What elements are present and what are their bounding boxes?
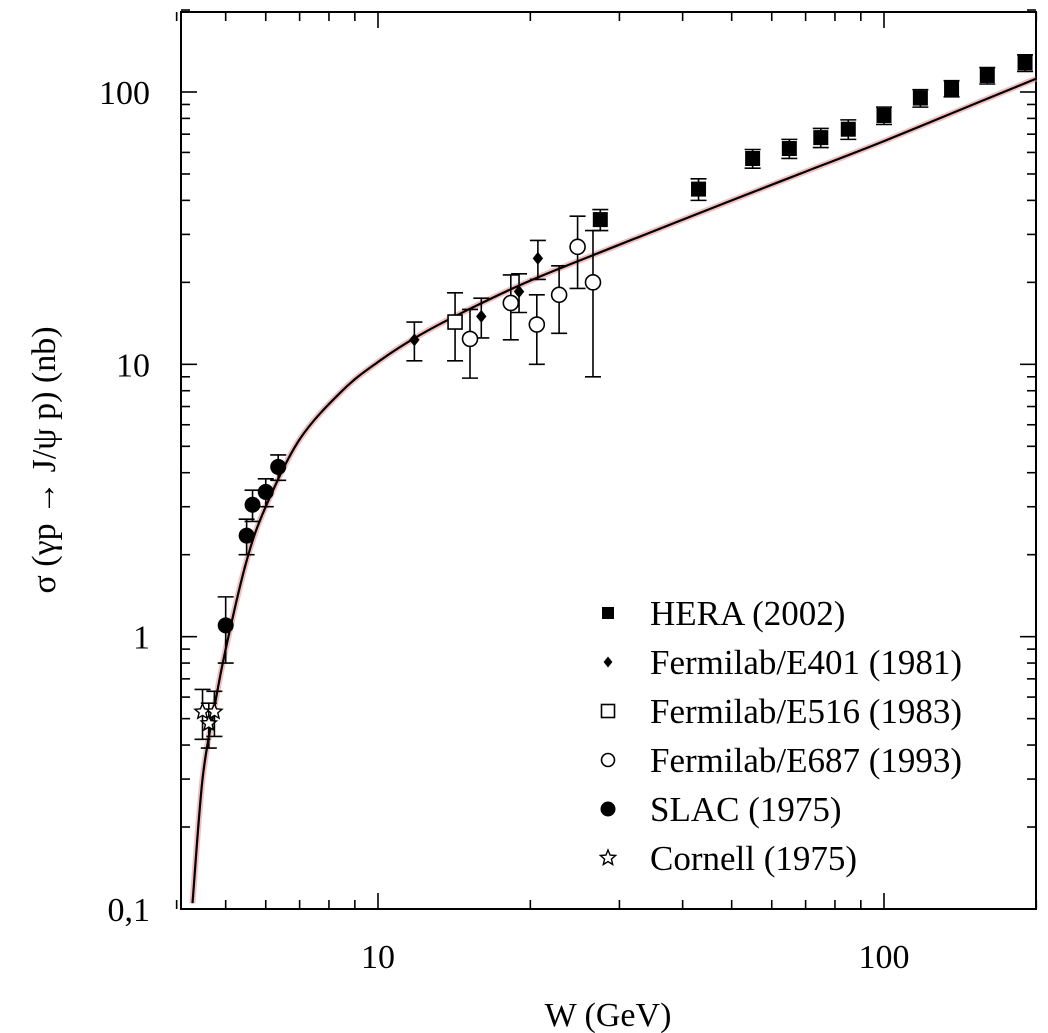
data-point (550, 286, 568, 304)
x-axis: 10 100 (175, 12, 1038, 976)
data-point (205, 701, 224, 720)
legend-marker (600, 801, 616, 817)
legend-marker (600, 703, 616, 719)
legend-label: HERA (2002) (650, 594, 845, 633)
y-axis: 0,1 1 10 100 (99, 9, 1036, 929)
series-open-star (193, 688, 224, 749)
legend-marker (600, 752, 616, 768)
data-point (840, 121, 856, 137)
data-point (502, 294, 520, 312)
data-point (745, 150, 761, 166)
data-point (528, 316, 546, 333)
data-point (476, 309, 487, 323)
data-point (217, 617, 234, 634)
data-point (409, 333, 420, 347)
data-point (461, 330, 479, 348)
legend-label: Fermilab/E401 (1981) (650, 643, 962, 682)
y-tick-label: 1 (133, 620, 150, 657)
plot-frame (180, 11, 1037, 910)
x-axis-title: W (GeV) (545, 997, 672, 1033)
x-tick-label: 10 (361, 939, 395, 976)
data-point (592, 212, 608, 228)
legend-marker (602, 607, 614, 619)
data-point (244, 496, 261, 513)
y-tick-label: 100 (99, 75, 150, 112)
data-point (944, 81, 960, 97)
series-filled-diamond (406, 239, 546, 362)
data-point (270, 458, 287, 475)
data-point (979, 67, 995, 83)
x-tick-label: 100 (859, 939, 910, 976)
data-point (447, 314, 463, 330)
data-point (513, 285, 525, 299)
fit-line (191, 77, 1037, 904)
data-point (781, 141, 797, 157)
data-point (813, 130, 829, 146)
data-point (238, 527, 255, 544)
series-filled-circle (217, 454, 287, 664)
y-axis-title: σ (γp → J/ψ p) (nb) (26, 326, 63, 593)
legend-label: Fermilab/E687 (1993) (650, 741, 962, 780)
legend: HERA (2002) Fermilab/E401 (1981) Fermilab/… (598, 594, 962, 878)
legend-label: Fermilab/E516 (1983) (650, 692, 962, 731)
data-point (691, 181, 707, 197)
legend-marker (603, 656, 613, 668)
fit-curve (191, 77, 1037, 904)
data-point (584, 274, 602, 291)
y-tick-label: 0,1 (108, 892, 151, 929)
legend-marker (598, 848, 618, 866)
data-point (876, 107, 892, 123)
data-series (193, 53, 1034, 749)
data-point (532, 251, 544, 265)
data-point (257, 483, 274, 500)
legend-label: Cornell (1975) (650, 839, 857, 878)
y-tick-label: 10 (116, 347, 150, 384)
data-point (1017, 55, 1033, 71)
data-point (569, 238, 586, 256)
legend-label: SLAC (1975) (650, 790, 842, 829)
data-point (912, 90, 928, 106)
series-open-square (447, 292, 464, 362)
series-filled-square (592, 53, 1034, 232)
series-open-circle (461, 215, 602, 379)
